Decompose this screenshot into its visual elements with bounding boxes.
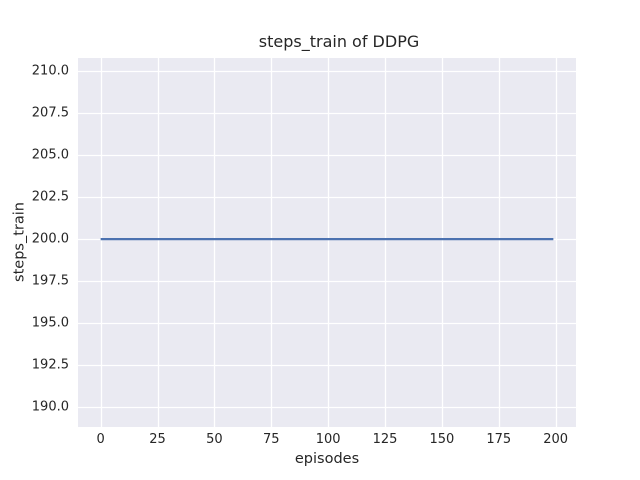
y-tick-label: 195.0 <box>31 315 69 331</box>
plot-area <box>78 58 576 427</box>
x-tick-label: 0 <box>96 432 105 447</box>
x-tick-label: 100 <box>315 432 341 447</box>
y-tick-label: 207.5 <box>31 105 69 121</box>
y-tick-label: 210.0 <box>31 63 69 79</box>
x-tick-label: 25 <box>149 432 166 447</box>
x-tick-label: 200 <box>543 432 569 447</box>
y-tick-label: 202.5 <box>31 189 69 205</box>
chart-title: steps_train of DDPG <box>258 32 420 51</box>
y-tick-label: 190.0 <box>31 399 69 415</box>
plot-canvas <box>78 58 576 427</box>
y-tick-label: 205.0 <box>31 147 69 163</box>
x-tick-label: 175 <box>486 432 512 447</box>
y-tick-label: 200.0 <box>31 231 69 247</box>
y-tick-label: 192.5 <box>31 357 69 373</box>
y-tick-label: 197.5 <box>31 273 69 289</box>
x-tick-label: 75 <box>262 432 280 447</box>
x-tick-label: 150 <box>429 432 455 447</box>
x-axis-label: episodes <box>294 451 360 467</box>
x-tick-label: 125 <box>372 432 398 447</box>
x-tick-label: 50 <box>206 432 223 447</box>
